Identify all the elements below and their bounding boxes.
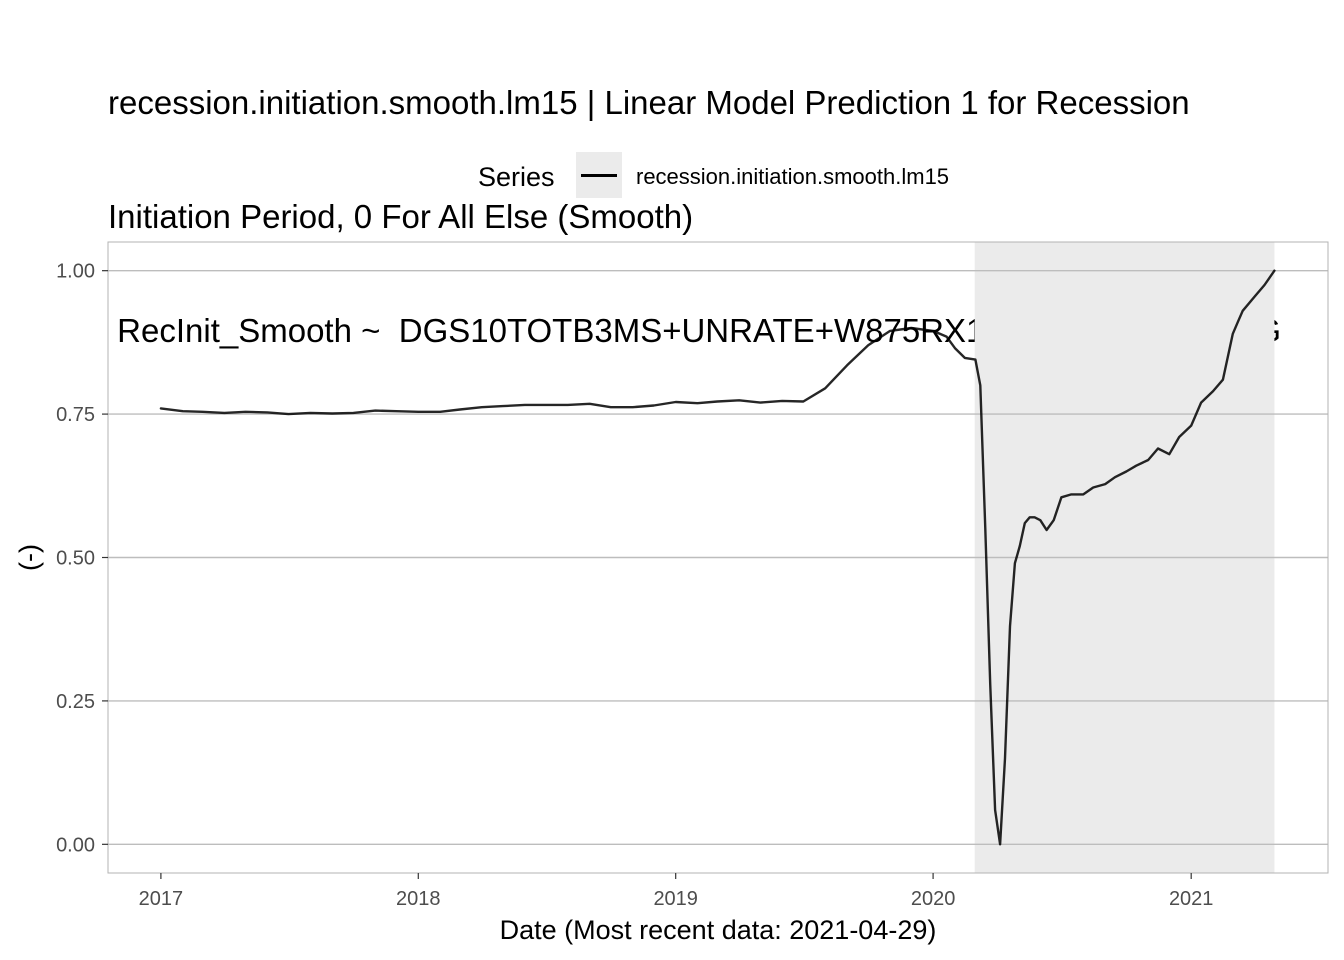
legend-key	[576, 152, 622, 198]
y-tick-label: 0.00	[56, 834, 95, 856]
legend-title: Series	[478, 162, 555, 192]
x-tick-label: 2021	[1169, 888, 1214, 910]
series-line	[159, 269, 1276, 846]
y-axis-label: (-)	[14, 544, 44, 571]
legend-key-line	[581, 174, 617, 177]
axis-layer: 0.00 0.25 0.50 0.75 1.00 2017 2018 2019 2020 2021	[56, 261, 1213, 910]
title-line-2: Initiation Period, 0 For All Else (Smoot…	[108, 198, 694, 235]
grid-layer	[108, 269, 1328, 846]
series-layer	[159, 269, 1276, 846]
y-tick-label: 0.50	[56, 548, 95, 570]
x-tick-label: 2018	[396, 888, 441, 910]
x-tick-label: 2017	[139, 888, 184, 910]
y-tick-label: 0.75	[56, 404, 95, 426]
y-tick-label: 0.25	[56, 691, 95, 713]
legend: Series recession.initiation.smooth.lm15	[0, 150, 1344, 200]
y-tick-label: 1.00	[56, 261, 95, 283]
legend-label: recession.initiation.smooth.lm15	[636, 164, 950, 189]
x-tick-label: 2019	[653, 888, 698, 910]
x-axis-label: Date (Most recent data: 2021-04-29)	[500, 915, 937, 945]
title-line-1: recession.initiation.smooth.lm15 | Linea…	[108, 84, 1190, 121]
x-tick-label: 2020	[911, 888, 956, 910]
